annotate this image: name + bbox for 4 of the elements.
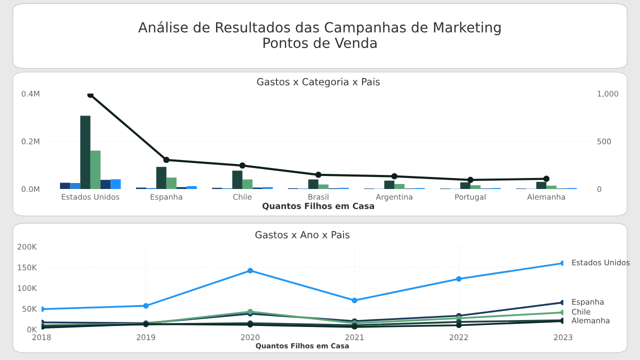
- chart-title: Gastos x Categoria x Pais: [257, 78, 380, 88]
- text: Análise de Resultados das Campanhas de Marketing Pontos de Venda: [138, 21, 501, 48]
- chart-title: Gastos x Ano x Pais: [255, 230, 350, 238]
- x-axis-title: Quantos Filhos em Casa: [262, 202, 374, 210]
